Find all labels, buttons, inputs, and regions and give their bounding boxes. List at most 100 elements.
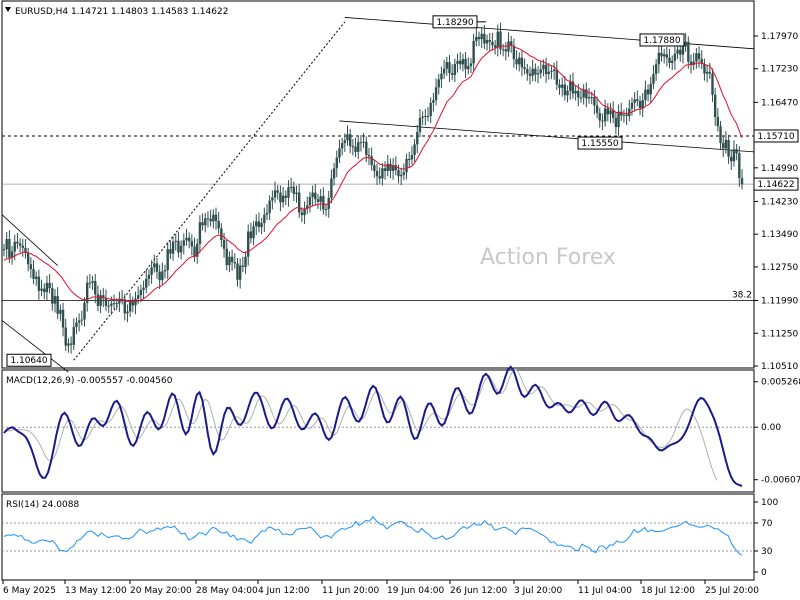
price-candle-body xyxy=(614,117,618,128)
price-candle-body xyxy=(585,89,588,99)
price-candle-body xyxy=(8,239,11,258)
price-candle-body xyxy=(72,327,75,345)
price-candle-body xyxy=(322,196,325,210)
price-candle-body xyxy=(247,231,250,257)
price-candle-body xyxy=(359,142,363,144)
price-candle-body xyxy=(24,247,27,254)
price-candle-body xyxy=(571,81,575,94)
price-candle-body xyxy=(104,298,108,306)
rsi-tick-label: 0 xyxy=(761,568,767,578)
price-candle-body xyxy=(59,309,62,314)
price-candle-body xyxy=(263,214,266,224)
price-candle-body xyxy=(738,153,741,178)
price-candle-body xyxy=(649,83,652,95)
price-candle-body xyxy=(295,192,298,194)
price-candle-body xyxy=(185,237,188,241)
price-candle-body xyxy=(45,282,49,293)
price-candle-body xyxy=(115,303,118,305)
rsi-tick-label: 100 xyxy=(761,498,778,508)
price-candle-body xyxy=(386,163,389,171)
price-candle-body xyxy=(220,228,223,240)
price-candle-body xyxy=(665,54,669,58)
price-candle-body xyxy=(630,102,634,109)
price-candle-body xyxy=(590,97,593,99)
price-candle-body xyxy=(88,282,92,284)
x-tick-label: 26 Jun 12:00 xyxy=(450,586,507,596)
price-candle-body xyxy=(708,71,711,74)
price-candle-body xyxy=(37,276,41,291)
x-tick-label: 18 Jul 12:00 xyxy=(641,586,695,596)
price-candle-body xyxy=(598,112,601,121)
level-price-tag-box xyxy=(753,129,799,143)
price-candle-body xyxy=(703,63,706,74)
price-candle-body xyxy=(179,245,183,253)
price-tick-label: 1.16470 xyxy=(761,98,798,108)
price-candle-body xyxy=(107,305,110,307)
label-1-15550-box xyxy=(577,136,623,150)
price-tick-label: 1.11250 xyxy=(761,329,798,339)
price-candle-body xyxy=(472,40,475,64)
price-candle-body xyxy=(279,192,282,203)
label-1-10640-box xyxy=(6,353,52,367)
price-candle-body xyxy=(560,84,564,88)
price-candle-body xyxy=(730,156,733,162)
price-candle-body xyxy=(405,158,408,173)
price-candle-body xyxy=(123,299,126,314)
left-channel-lower xyxy=(1,320,69,373)
price-candle-body xyxy=(5,239,8,250)
x-tick-label: 13 May 12:00 xyxy=(65,586,127,596)
price-tick-label: 1.12750 xyxy=(761,263,798,273)
x-axis: 6 May 2025 13 May 12:00 20 May 20:00 28 May… xyxy=(2,580,759,596)
price-candle-body xyxy=(214,214,218,221)
price-candle-body xyxy=(365,141,368,155)
price-candle-body xyxy=(375,170,379,177)
label-1-17880-box xyxy=(639,33,685,47)
price-candle-body xyxy=(566,90,569,96)
price-candle-body xyxy=(501,49,505,51)
price-candle-body xyxy=(507,41,510,52)
collapse-arrow-icon[interactable] xyxy=(5,7,11,12)
price-candle-body xyxy=(145,278,148,288)
price-candle-body xyxy=(75,322,78,328)
price-candle-body xyxy=(493,45,497,48)
price-candle-body xyxy=(348,134,352,147)
price-candle-body xyxy=(652,74,655,84)
price-candle-body xyxy=(464,59,467,70)
price-candle-body xyxy=(236,263,239,280)
price-candle-body xyxy=(370,156,373,166)
price-candle-body xyxy=(397,170,400,177)
price-candle-body xyxy=(595,105,599,113)
price-candle-body xyxy=(201,222,204,226)
price-candle-body xyxy=(340,143,344,149)
price-tick-label: 1.13490 xyxy=(761,230,798,240)
macd-indicator: 0.005268 0.00 -0.006072 xyxy=(2,365,800,487)
rsi-tick-label: 30 xyxy=(761,547,773,557)
price-candle-body xyxy=(722,143,725,149)
price-moving-average xyxy=(3,44,743,303)
price-candle-body xyxy=(450,73,454,75)
price-candle-body xyxy=(569,81,572,91)
price-candle-body xyxy=(389,163,392,171)
price-candle-body xyxy=(692,61,695,65)
price-candle-body xyxy=(40,288,43,291)
price-header: EURUSD,H4 1.14721 1.14803 1.14583 1.1462… xyxy=(15,7,228,17)
x-tick-label: 28 May 04:00 xyxy=(196,586,258,596)
price-candle-body xyxy=(531,68,534,76)
label-1-10640: 1.10640 xyxy=(10,356,47,366)
price-candle-body xyxy=(10,251,14,258)
price-candle-body xyxy=(158,271,161,281)
price-candle-body xyxy=(606,108,610,115)
price-candle-body xyxy=(432,100,435,103)
rsi-line xyxy=(3,515,743,556)
price-candle-body xyxy=(552,69,556,71)
price-candle-body xyxy=(673,53,677,61)
price-candle-body xyxy=(126,311,129,314)
price-candle-body xyxy=(351,146,355,148)
x-tick-label: 6 May 2025 xyxy=(3,586,56,596)
price-tick-label: 1.11990 xyxy=(761,297,798,307)
price-candle-body xyxy=(526,69,529,74)
price-candle-body xyxy=(177,240,180,253)
price-candle-body xyxy=(330,178,333,198)
price-candle-body xyxy=(496,31,499,48)
price-candle-body xyxy=(445,62,448,69)
